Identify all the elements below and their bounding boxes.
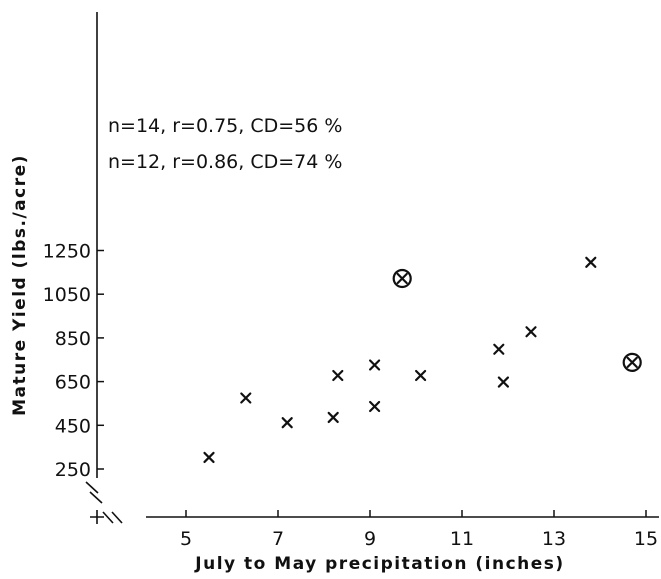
data-point bbox=[327, 411, 339, 424]
y-tick-label: 450 bbox=[55, 415, 91, 437]
y-ticks: 250 450 650 850 1050 1250 bbox=[43, 241, 104, 481]
x-tick-label: 13 bbox=[542, 528, 566, 550]
y-tick-label: 1050 bbox=[43, 284, 91, 306]
stats-annotation-2: n=12, r=0.86, CD=74 % bbox=[108, 151, 342, 173]
origin-cross bbox=[90, 510, 104, 524]
stats-annotation-1: n=14, r=0.75, CD=56 % bbox=[108, 115, 342, 137]
data-point bbox=[415, 369, 427, 382]
x-tick-label: 5 bbox=[180, 528, 192, 550]
y-axis-title: Mature Yield (lbs./acre) bbox=[10, 154, 30, 416]
axes bbox=[85, 12, 659, 524]
y-tick-label: 1250 bbox=[43, 241, 91, 263]
excluded-data-point bbox=[392, 268, 412, 289]
x-tick-label: 7 bbox=[272, 528, 284, 550]
data-point bbox=[525, 326, 537, 338]
y-tick-label: 250 bbox=[55, 459, 91, 481]
data-point bbox=[369, 400, 381, 413]
data-point bbox=[240, 392, 252, 404]
data-point bbox=[369, 359, 381, 371]
data-points bbox=[203, 256, 642, 464]
data-point bbox=[493, 343, 505, 355]
data-point bbox=[281, 417, 293, 429]
x-tick-label: 15 bbox=[634, 528, 658, 550]
x-tick-label: 11 bbox=[450, 528, 474, 550]
x-ticks: 5 7 9 11 13 15 bbox=[180, 510, 658, 550]
data-point bbox=[203, 451, 215, 464]
data-point bbox=[332, 369, 344, 382]
x-axis-break bbox=[102, 511, 123, 524]
data-point bbox=[497, 376, 509, 388]
x-axis-title: July to May precipitation (inches) bbox=[194, 554, 564, 574]
y-axis-break bbox=[85, 481, 103, 504]
y-tick-label: 850 bbox=[55, 328, 91, 350]
excluded-data-point bbox=[622, 352, 642, 372]
y-tick-label: 650 bbox=[55, 372, 91, 394]
data-point bbox=[585, 256, 597, 268]
x-tick-label: 9 bbox=[364, 528, 376, 550]
